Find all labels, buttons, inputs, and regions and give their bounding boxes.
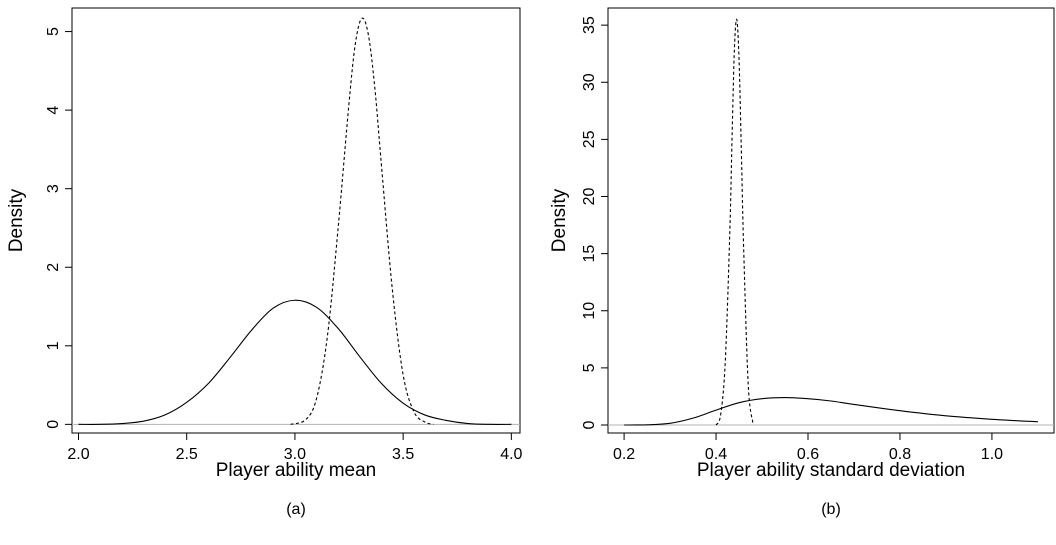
x-tick-label: 0.2 (613, 446, 635, 463)
panel-b: 0.2 0.4 0.6 0.8 1.0 0 5 10 15 20 25 30 35 Player abil… (549, 7, 1055, 518)
y-tick-label: 15 (581, 245, 598, 263)
x-tick-label: 2.0 (67, 446, 89, 463)
y-tick-label: 25 (581, 130, 598, 148)
y-tick-label: 5 (581, 363, 598, 372)
y-tick-label: 30 (581, 73, 598, 91)
x-tick-label: 0.6 (797, 446, 819, 463)
dashed-density-curve (715, 18, 754, 426)
x-tick-label: 0.8 (889, 446, 911, 463)
y-axis-title: Density (549, 188, 570, 252)
y-tick-label: 4 (45, 106, 62, 115)
x-tick-label: 2.5 (176, 446, 198, 463)
y-tick-label: 0 (45, 420, 62, 429)
solid-density-curve (78, 299, 512, 425)
dashed-density-curve (290, 17, 434, 425)
x-tick-label: 1.0 (981, 446, 1003, 463)
x-tick-label: 0.4 (705, 446, 727, 463)
plot-frame (607, 7, 1055, 434)
panel-a: 2.0 2.5 3.0 3.5 4.0 0 1 2 3 4 5 Player ability mean… (6, 7, 523, 518)
plot-frame (71, 7, 521, 434)
x-tick-label: 4.0 (500, 446, 522, 463)
x-tick-label: 3.0 (284, 446, 306, 463)
y-tick-label: 5 (45, 27, 62, 36)
panel-label: (a) (286, 501, 306, 518)
y-tick-label: 2 (45, 263, 62, 272)
y-tick-label: 3 (45, 184, 62, 193)
x-tick-label: 3.5 (392, 446, 414, 463)
panel-label: (b) (821, 501, 841, 518)
y-tick-label: 20 (581, 188, 598, 206)
y-axis-title: Density (6, 188, 27, 252)
y-tick-label: 10 (581, 302, 598, 320)
x-axis-title: Player ability mean (216, 460, 377, 481)
y-tick-label: 1 (45, 341, 62, 350)
y-tick-label: 0 (581, 420, 598, 429)
y-tick-label: 35 (581, 16, 598, 34)
solid-density-curve (624, 397, 1038, 426)
x-axis-title: Player ability standard deviation (697, 460, 965, 481)
